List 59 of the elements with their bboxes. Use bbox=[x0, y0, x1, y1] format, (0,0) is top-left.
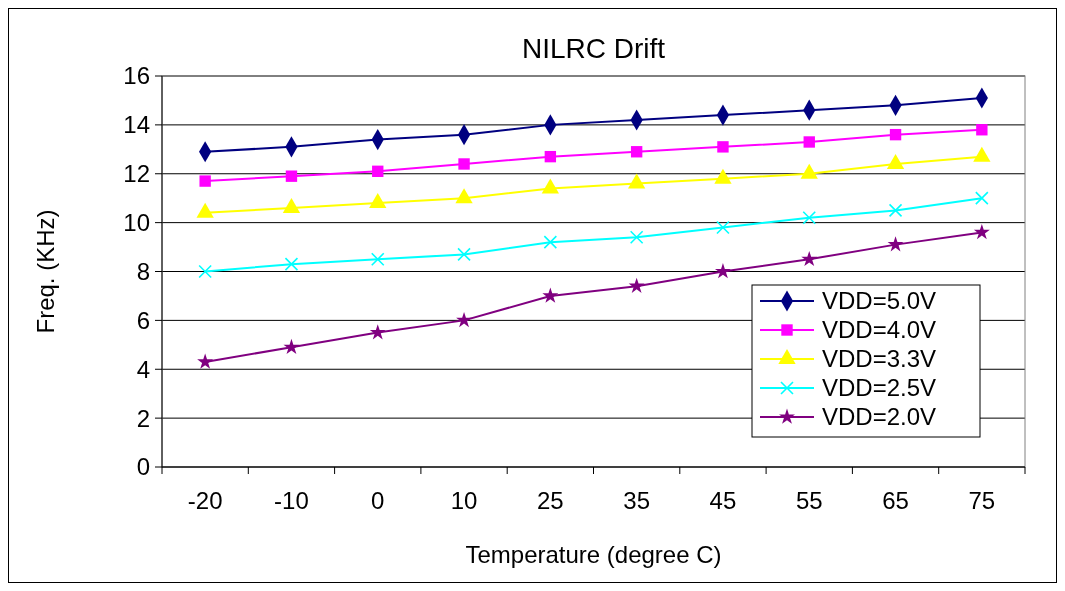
point bbox=[369, 193, 387, 209]
legend-label: VDD=2.5V bbox=[822, 374, 937, 402]
x-tick-label: 35 bbox=[623, 487, 650, 514]
point bbox=[629, 230, 644, 245]
x-tick-label: 10 bbox=[450, 487, 478, 514]
x-tick-label: -20 bbox=[187, 487, 223, 514]
point bbox=[456, 311, 473, 328]
y-axis-title: Freq. (KHz) bbox=[32, 209, 59, 334]
point bbox=[628, 277, 645, 293]
point bbox=[543, 235, 558, 249]
point bbox=[976, 124, 988, 136]
x-tick-label: 65 bbox=[882, 487, 909, 514]
point bbox=[199, 175, 211, 187]
point bbox=[457, 247, 471, 262]
x-tick-label: -10 bbox=[274, 487, 309, 514]
point bbox=[973, 224, 990, 240]
point bbox=[888, 203, 903, 218]
y-tick-label: 14 bbox=[123, 111, 150, 139]
x-tick-label: 0 bbox=[371, 487, 385, 514]
point bbox=[544, 150, 557, 163]
point bbox=[802, 210, 817, 225]
point bbox=[975, 191, 989, 205]
point bbox=[285, 170, 298, 182]
y-tick-label: 12 bbox=[123, 160, 150, 188]
point bbox=[887, 236, 904, 252]
legend-label: VDD=3.3V bbox=[822, 345, 937, 373]
point bbox=[284, 257, 299, 271]
legend-label: VDD=2.0V bbox=[822, 403, 937, 431]
point bbox=[889, 128, 902, 141]
x-axis-title: Temperature (degree C) bbox=[465, 541, 722, 568]
x-tick-label: 45 bbox=[709, 487, 737, 514]
y-tick-label: 2 bbox=[136, 404, 150, 432]
point bbox=[455, 188, 473, 204]
point bbox=[714, 263, 731, 279]
point bbox=[630, 146, 643, 158]
y-tick-label: 6 bbox=[136, 306, 150, 334]
y-tick-label: 16 bbox=[123, 62, 150, 90]
point bbox=[716, 220, 730, 235]
point bbox=[801, 250, 818, 267]
x-tick-label: 75 bbox=[968, 487, 996, 514]
point bbox=[717, 141, 729, 153]
point bbox=[198, 264, 212, 279]
chart-title: NILRC Drift bbox=[521, 33, 666, 64]
legend-label: VDD=5.0V bbox=[822, 287, 937, 315]
point bbox=[197, 353, 214, 369]
point bbox=[370, 252, 385, 267]
point bbox=[283, 338, 300, 355]
point bbox=[803, 136, 815, 148]
point bbox=[372, 165, 384, 177]
y-tick-label: 4 bbox=[136, 355, 150, 383]
y-tick-label: 8 bbox=[136, 257, 150, 285]
point bbox=[458, 158, 470, 170]
point bbox=[542, 287, 559, 303]
y-tick-label: 10 bbox=[123, 209, 150, 237]
y-tick-label: 0 bbox=[136, 453, 150, 481]
x-tick-label: 55 bbox=[795, 487, 823, 514]
x-tick-label: 25 bbox=[537, 487, 564, 514]
point bbox=[369, 324, 386, 340]
legend-label: VDD=4.0V bbox=[822, 316, 937, 344]
